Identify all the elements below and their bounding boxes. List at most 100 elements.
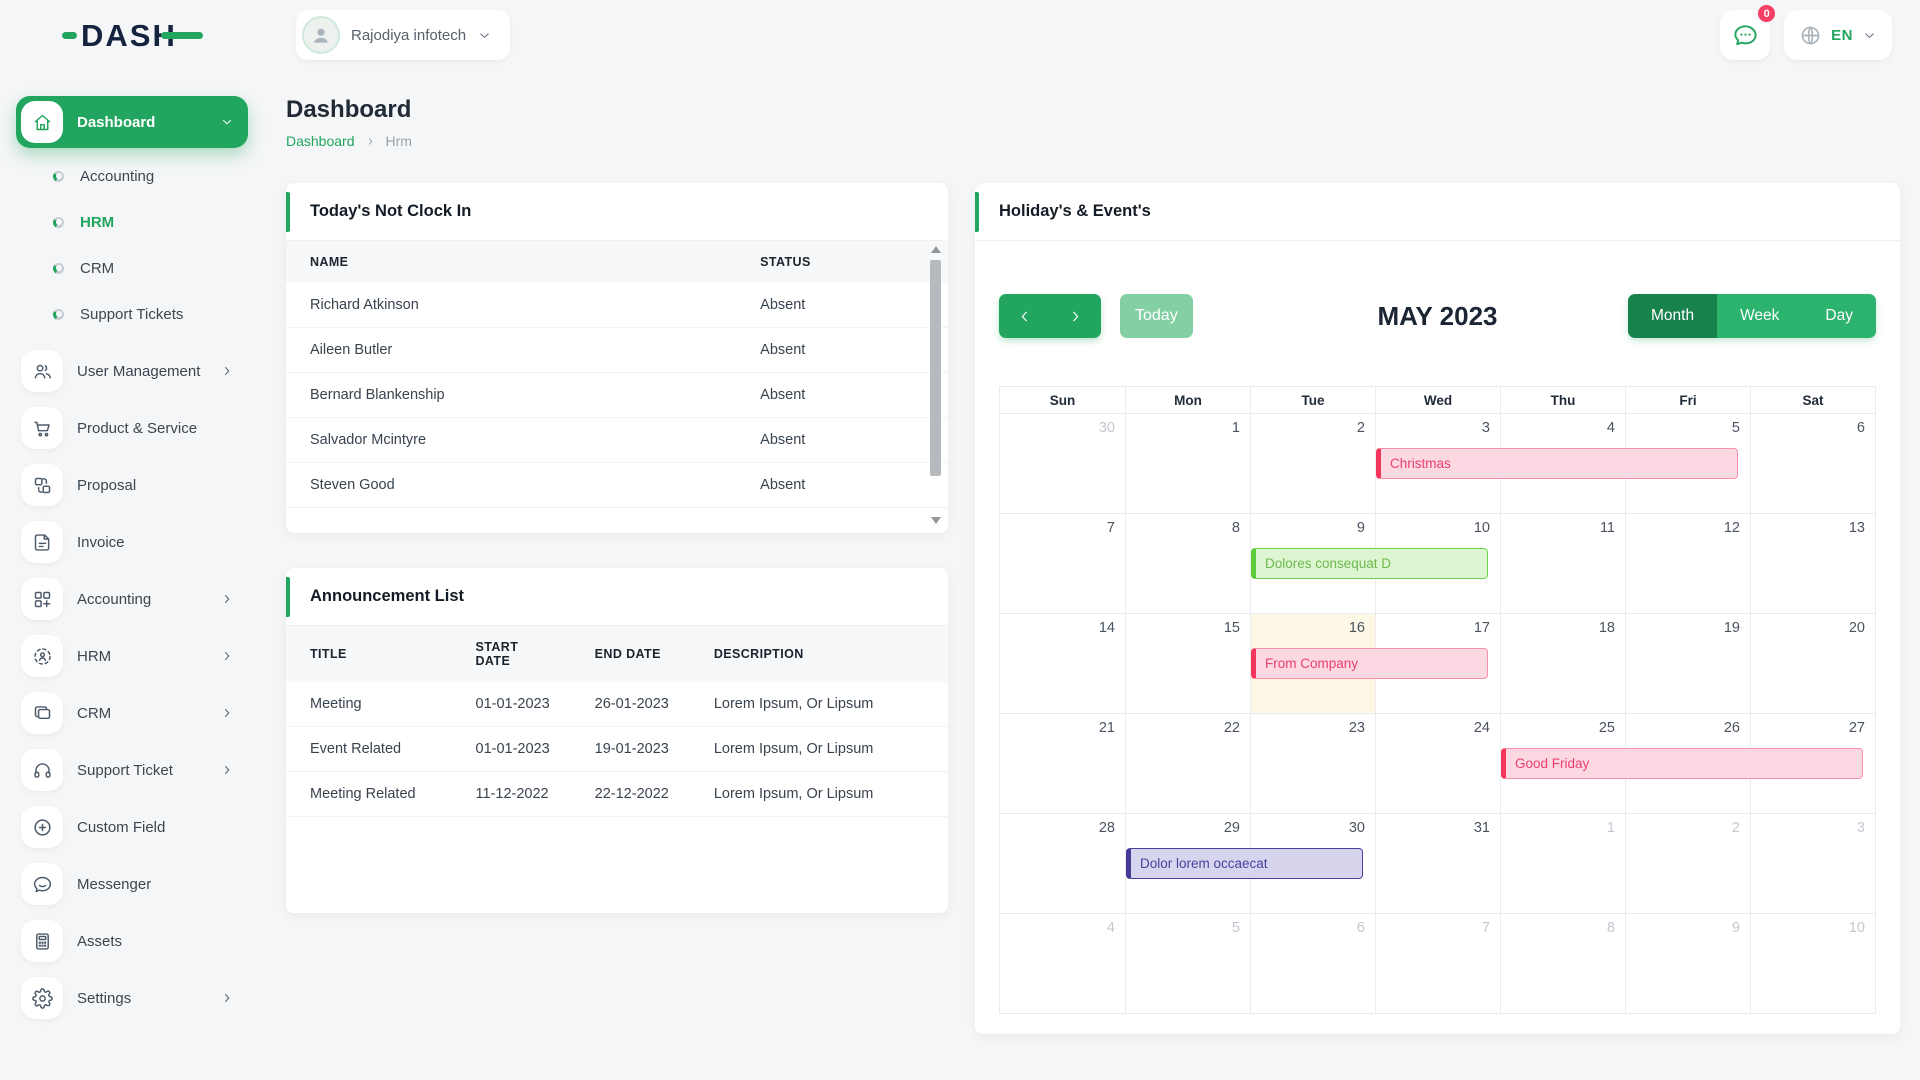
- sidebar-item-messenger[interactable]: Messenger: [16, 858, 248, 910]
- language-code: EN: [1831, 26, 1853, 44]
- sidebar-item-label: Invoice: [77, 533, 125, 551]
- sidebar-item-hrm[interactable]: HRM: [16, 630, 248, 682]
- sidebar-item-label: Proposal: [77, 476, 137, 494]
- submenu-item-hrm[interactable]: HRM: [16, 199, 248, 245]
- calendar-day-cell[interactable]: 7: [1000, 514, 1125, 613]
- submenu-item-support-tickets[interactable]: Support Tickets: [16, 291, 248, 337]
- calendar-day-cell[interactable]: 3: [1375, 414, 1500, 513]
- day-number: 4: [1106, 920, 1115, 936]
- table-cell: Absent: [736, 372, 948, 418]
- sidebar-item-invoice[interactable]: Invoice: [16, 516, 248, 568]
- day-number: 6: [1856, 420, 1865, 436]
- day-of-week-label: Sat: [1750, 387, 1875, 413]
- prev-month-button[interactable]: [999, 294, 1050, 338]
- headset-icon: [21, 749, 63, 791]
- calendar-day-cell[interactable]: 31: [1375, 814, 1500, 913]
- calendar-day-cell[interactable]: 9: [1250, 514, 1375, 613]
- calendar-event[interactable]: Dolores consequat D: [1250, 548, 1488, 579]
- calendar-day-cell[interactable]: 3: [1750, 814, 1875, 913]
- calendar-day-cell[interactable]: 2: [1250, 414, 1375, 513]
- calendar-day-cell[interactable]: 8: [1125, 514, 1250, 613]
- calendar-day-cell[interactable]: 8: [1500, 914, 1625, 1013]
- day-number: 15: [1223, 620, 1240, 636]
- calendar-day-cell[interactable]: 4: [1000, 914, 1125, 1013]
- table-cell: Meeting: [286, 682, 452, 727]
- scroll-down-arrow-icon[interactable]: [931, 517, 941, 524]
- notification-badge: 0: [1756, 3, 1778, 24]
- calendar-event[interactable]: Good Friday: [1500, 748, 1863, 779]
- breadcrumb-link[interactable]: Dashboard: [286, 133, 355, 149]
- calendar-day-cell[interactable]: 1: [1500, 814, 1625, 913]
- calendar-day-cell[interactable]: 25: [1500, 714, 1625, 813]
- not-clock-in-card: Today's Not Clock In NAME STATUS Richard A…: [286, 183, 948, 533]
- table-cell: Absent: [736, 327, 948, 373]
- calendar-event[interactable]: Dolor lorem occaecat: [1125, 848, 1363, 879]
- calendar-day-cell[interactable]: 13: [1750, 514, 1875, 613]
- day-number: 8: [1606, 920, 1615, 936]
- view-button-day[interactable]: Day: [1802, 294, 1876, 338]
- calendar-event[interactable]: From Company: [1250, 648, 1488, 679]
- sidebar-item-user-management[interactable]: User Management: [16, 345, 248, 397]
- calendar-day-cell[interactable]: 5: [1125, 914, 1250, 1013]
- day-of-week-label: Fri: [1625, 387, 1750, 413]
- calendar-day-cell[interactable]: 21: [1000, 714, 1125, 813]
- messages-button[interactable]: 0: [1720, 3, 1778, 60]
- calendar-day-cell[interactable]: 6: [1250, 914, 1375, 1013]
- calendar-day-cell[interactable]: 29: [1125, 814, 1250, 913]
- sidebar-item-label: Accounting: [77, 590, 152, 608]
- scrollbar-thumb[interactable]: [930, 260, 941, 476]
- sidebar-item-custom-field[interactable]: Custom Field: [16, 801, 248, 853]
- calendar-day-cell[interactable]: 14: [1000, 614, 1125, 713]
- day-number: 4: [1606, 420, 1615, 436]
- view-button-month[interactable]: Month: [1627, 294, 1718, 338]
- calendar-day-cell[interactable]: 9: [1625, 914, 1750, 1013]
- sidebar-item-accounting[interactable]: Accounting: [16, 573, 248, 625]
- calendar-day-cell[interactable]: 6: [1750, 414, 1875, 513]
- submenu-item-label: CRM: [80, 259, 115, 277]
- calendar-day-cell[interactable]: 18: [1500, 614, 1625, 713]
- calendar-day-cell[interactable]: 19: [1625, 614, 1750, 713]
- view-button-week[interactable]: Week: [1717, 294, 1803, 338]
- calendar-day-cell[interactable]: 23: [1250, 714, 1375, 813]
- day-of-week-label: Thu: [1500, 387, 1625, 413]
- sidebar-item-crm[interactable]: CRM: [16, 687, 248, 739]
- company-selector[interactable]: Rajodiya infotech: [296, 10, 511, 60]
- today-button[interactable]: Today: [1120, 294, 1193, 338]
- cart-icon: [21, 407, 63, 449]
- calendar-week-row: 30 1 2 3 4 5 6 Christmas: [1000, 413, 1875, 513]
- sidebar-item-settings[interactable]: Settings: [16, 972, 248, 1024]
- language-selector[interactable]: EN: [1784, 10, 1892, 60]
- sidebar-item-support-ticket[interactable]: Support Ticket: [16, 744, 248, 796]
- calendar-day-cell[interactable]: 24: [1375, 714, 1500, 813]
- calendar-day-cell[interactable]: 22: [1125, 714, 1250, 813]
- submenu-item-accounting[interactable]: Accounting: [16, 153, 248, 199]
- home-icon: [21, 101, 63, 143]
- sidebar-item-assets[interactable]: Assets: [16, 915, 248, 967]
- calendar-day-cell[interactable]: 1: [1125, 414, 1250, 513]
- scroll-up-arrow-icon[interactable]: [931, 246, 941, 253]
- next-month-button[interactable]: [1050, 294, 1101, 338]
- submenu-item-crm[interactable]: CRM: [16, 245, 248, 291]
- calendar-day-cell[interactable]: 20: [1750, 614, 1875, 713]
- calendar-day-cell[interactable]: 11: [1500, 514, 1625, 613]
- column-header: START DATE: [451, 626, 571, 682]
- sidebar-item-product-service[interactable]: Product & Service: [16, 402, 248, 454]
- calendar-day-cell[interactable]: 10: [1750, 914, 1875, 1013]
- calendar-day-cell[interactable]: 28: [1000, 814, 1125, 913]
- day-number: 13: [1848, 520, 1865, 536]
- calendar-day-cell[interactable]: 15: [1125, 614, 1250, 713]
- day-number: 17: [1473, 620, 1490, 636]
- table-cell: Lorem Ipsum, Or Lipsum: [689, 726, 948, 772]
- sidebar-item-proposal[interactable]: Proposal: [16, 459, 248, 511]
- calendar-day-cell[interactable]: 7: [1375, 914, 1500, 1013]
- calendar-day-cell[interactable]: 2: [1625, 814, 1750, 913]
- sidebar-item-dashboard[interactable]: Dashboard: [16, 96, 248, 148]
- app-logo[interactable]: DASH: [62, 14, 203, 56]
- proposal-icon: [21, 464, 63, 506]
- calendar-day-cell[interactable]: 30: [1000, 414, 1125, 513]
- day-number: 30: [1098, 420, 1115, 436]
- breadcrumb-current: Hrm: [385, 133, 412, 149]
- calendar-day-cell[interactable]: 12: [1625, 514, 1750, 613]
- calendar-event[interactable]: Christmas: [1376, 448, 1738, 479]
- table-scrollbar[interactable]: [929, 243, 943, 527]
